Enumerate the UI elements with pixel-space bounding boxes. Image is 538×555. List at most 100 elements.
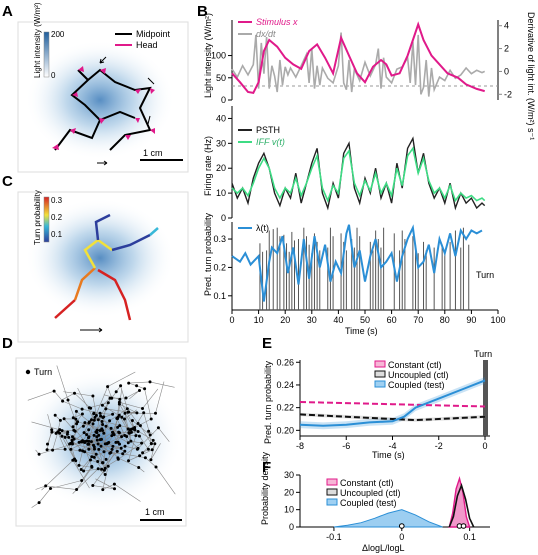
turn-dot bbox=[137, 434, 141, 438]
e-turn-bar bbox=[483, 360, 488, 436]
f-legend-coupled-label: Coupled (test) bbox=[340, 498, 397, 508]
turn-dot bbox=[120, 415, 124, 419]
panel-a: 200 0 Light intensity (W/m²) Midpoint He… bbox=[17, 2, 189, 173]
turn-dot bbox=[71, 416, 75, 420]
panel-label-b: B bbox=[197, 3, 208, 20]
turn-dot bbox=[108, 451, 112, 455]
panel-label-e: E bbox=[262, 335, 272, 352]
turn-dot bbox=[99, 414, 103, 418]
turn-dot bbox=[103, 473, 107, 476]
turn-dot bbox=[136, 430, 140, 433]
turn-dot bbox=[134, 434, 138, 438]
e-ylabel: Pred. turn probability bbox=[263, 360, 273, 444]
series-lambda bbox=[231, 224, 483, 302]
turn-dot bbox=[100, 467, 104, 471]
turn-dot bbox=[65, 432, 69, 436]
turn-dot bbox=[100, 420, 104, 423]
turn-dot bbox=[109, 426, 113, 430]
density-uncoupled bbox=[448, 482, 475, 528]
turn-dot bbox=[137, 466, 141, 469]
turn-dot bbox=[156, 426, 160, 430]
turn-dot bbox=[125, 407, 129, 411]
turn-dot bbox=[92, 455, 96, 459]
turn-dot bbox=[105, 442, 109, 446]
turn-dot bbox=[70, 438, 74, 442]
turn-dot bbox=[49, 487, 52, 490]
legend-midpoint-label: Midpoint bbox=[136, 29, 171, 39]
legend-turn-label: Turn bbox=[34, 367, 52, 377]
direction-arrows bbox=[97, 56, 155, 166]
turn-dot bbox=[78, 448, 82, 452]
turn-dot bbox=[136, 422, 140, 425]
turn-dot bbox=[85, 439, 89, 443]
e-xtick-label: -8 bbox=[296, 441, 304, 451]
b-bot-xtick-label: 10 bbox=[254, 315, 264, 325]
panel-d: Turn 1 cm bbox=[15, 357, 187, 527]
turn-dot bbox=[104, 407, 108, 411]
e-ytick-label: 0.20 bbox=[276, 425, 294, 435]
turn-dot bbox=[111, 444, 115, 448]
turn-dot bbox=[113, 487, 116, 491]
b-mid-ytick-label: 0 bbox=[221, 213, 226, 223]
turn-dot bbox=[66, 398, 70, 402]
turn-dot bbox=[149, 458, 153, 462]
density-coupled bbox=[333, 509, 443, 528]
turn-dot bbox=[60, 434, 64, 438]
legend-coupled-label: Coupled (test) bbox=[388, 380, 445, 390]
turn-dot bbox=[101, 488, 105, 492]
turn-dot bbox=[73, 391, 76, 395]
turn-dot bbox=[147, 429, 151, 433]
turn-dot bbox=[135, 447, 139, 451]
b-top-y2tick-label: 0 bbox=[504, 66, 509, 76]
f-ytick-label: 30 bbox=[284, 470, 294, 480]
turn-dot bbox=[115, 416, 119, 420]
series-dxdt bbox=[231, 32, 486, 97]
legend-head-label: Head bbox=[136, 40, 158, 50]
scalebar-d-label: 1 cm bbox=[145, 507, 165, 517]
chart-e: Turn 0.20 0.22 0.24 0.26 -8 -6 -4 -2 0 Constant … bbox=[263, 349, 492, 460]
turn-dot bbox=[148, 433, 152, 437]
turn-dot bbox=[90, 465, 94, 469]
turn-dot bbox=[123, 411, 127, 415]
turn-dot bbox=[135, 411, 139, 415]
trajectory-seg-5 bbox=[149, 227, 159, 236]
turn-dot bbox=[127, 410, 131, 414]
turn-dot bbox=[127, 459, 130, 463]
b-bot-ytick-label: 0.1 bbox=[213, 291, 226, 301]
turn-dot bbox=[101, 461, 105, 465]
turn-dot bbox=[52, 389, 56, 393]
legend-uncoupled-swatch bbox=[374, 370, 386, 378]
f-ytick-label: 20 bbox=[284, 487, 294, 497]
b-bot-xtick-label: 50 bbox=[360, 315, 370, 325]
series-stimulus bbox=[231, 21, 485, 95]
b-top-ytick-label: 0 bbox=[221, 95, 226, 105]
b-top-ytick-label: 100 bbox=[211, 51, 226, 61]
turn-dot bbox=[130, 419, 134, 422]
f-legend-uncoupled-label: Uncoupled (ctl) bbox=[340, 488, 401, 498]
turn-dot bbox=[108, 419, 112, 423]
turn-dot bbox=[94, 452, 98, 456]
turn-dot bbox=[151, 438, 155, 442]
turn-dot bbox=[61, 399, 65, 403]
chart-b-mid: 0 10 20 30 40 PSTH IFF v(t) Firing rate (Hz) bbox=[203, 106, 486, 223]
chart-f: 0 10 20 30 -0.1 0 0.1 Constant (ctl) Uncoupled… bbox=[260, 451, 490, 553]
turn-dot bbox=[60, 429, 64, 433]
turn-dot bbox=[87, 447, 91, 451]
turn-dot bbox=[71, 458, 75, 462]
f-ylabel-line1: Probability density bbox=[260, 451, 270, 525]
turn-dot bbox=[56, 430, 60, 434]
turn-dot bbox=[82, 469, 86, 473]
turn-dot bbox=[44, 484, 48, 488]
turn-dot bbox=[114, 440, 118, 444]
series-coupled bbox=[299, 379, 486, 427]
legend-turn-dot bbox=[25, 369, 31, 375]
turn-dot bbox=[128, 428, 132, 432]
colorbar-light-min: 0 bbox=[51, 71, 56, 80]
turn-dot bbox=[81, 424, 85, 428]
turn-dot bbox=[112, 482, 116, 486]
turn-dot bbox=[71, 435, 74, 439]
turn-dot bbox=[138, 454, 142, 458]
turn-dot bbox=[149, 417, 153, 421]
turn-dot bbox=[154, 411, 157, 415]
turn-dot bbox=[110, 447, 114, 451]
